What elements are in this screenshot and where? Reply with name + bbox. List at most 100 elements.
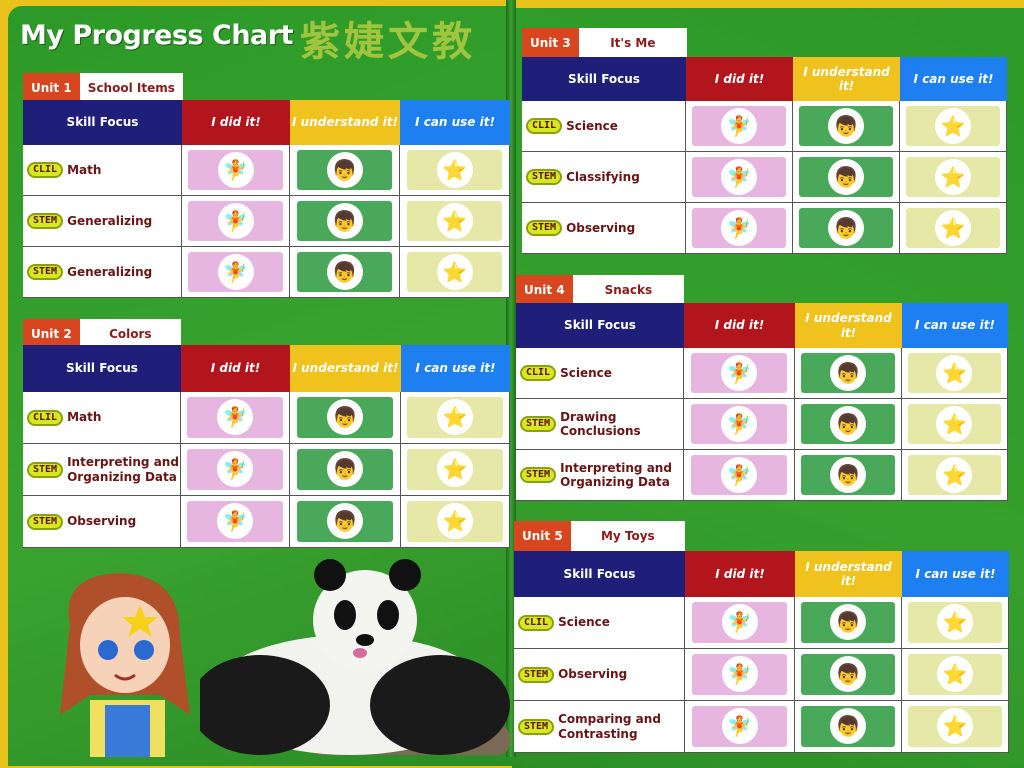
sticker-cell-und[interactable]: 👦 [793, 152, 900, 203]
skill-badge: CLIL [526, 118, 563, 134]
sticker-cell-use[interactable]: ⭐ [400, 196, 510, 247]
sticker-cell-use[interactable]: ⭐ [400, 145, 510, 196]
sticker-cell-use[interactable]: ⭐ [400, 247, 510, 298]
sticker-cell-und[interactable]: 👦 [795, 450, 902, 501]
pilot-sticker-icon: 👦 [827, 210, 864, 246]
sticker-cell-did[interactable]: 🧚 [182, 247, 290, 298]
skill-label: Observing [566, 220, 636, 235]
sticker-cell-use[interactable]: ⭐ [900, 152, 1007, 203]
progress-table: Skill Focus I did it! I understand it! I… [23, 100, 510, 298]
fairy-sticker-icon: 🧚 [720, 108, 757, 144]
unit-number: Unit 2 [23, 319, 80, 349]
sticker-cell-und[interactable]: 👦 [290, 444, 401, 496]
sticker-cell-use[interactable]: ⭐ [401, 392, 510, 444]
pilot-sticker-icon: 👦 [829, 355, 866, 391]
star-sticker-icon: ⭐ [436, 254, 473, 290]
header-skill-focus: Skill Focus [516, 303, 684, 348]
sticker-cell-use[interactable]: ⭐ [401, 444, 510, 496]
skill-label: Math [67, 410, 102, 425]
unit-name: My Toys [570, 521, 685, 551]
skill-label: Science [558, 615, 610, 630]
sticker-cell-use[interactable]: ⭐ [900, 203, 1007, 254]
sticker-cell-und[interactable]: 👦 [795, 399, 902, 450]
sticker-cell-und[interactable]: 👦 [290, 145, 400, 196]
sticker-cell-did[interactable]: 🧚 [686, 152, 793, 203]
unit-name: Snacks [572, 275, 684, 305]
fairy-sticker-icon: 🧚 [720, 210, 757, 246]
skill-cell: STEM Observing [23, 496, 181, 548]
pilot-sticker-icon: 👦 [827, 159, 864, 195]
star-sticker-icon: ⭐ [936, 406, 973, 442]
star-sticker-icon: ⭐ [437, 399, 473, 436]
skill-badge: STEM [518, 666, 555, 683]
sticker-cell-did[interactable]: 🧚 [181, 392, 290, 444]
sticker-cell-und[interactable]: 👦 [795, 597, 902, 649]
sticker-cell-use[interactable]: ⭐ [902, 649, 1009, 701]
sticker-cell-und[interactable]: 👦 [290, 392, 401, 444]
progress-table: Skill Focus I did it! I understand it! I… [514, 551, 1009, 753]
progress-table: Skill Focus I did it! I understand it! I… [522, 57, 1007, 254]
skill-cell: STEM Comparing and Contrasting [514, 701, 685, 753]
sticker-cell-und[interactable]: 👦 [793, 203, 900, 254]
sticker-cell-use[interactable]: ⭐ [902, 348, 1008, 399]
sticker-cell-did[interactable]: 🧚 [684, 399, 795, 450]
unit-number: Unit 5 [514, 521, 571, 551]
skill-cell: STEM Generalizing [23, 196, 182, 247]
header-understand-it: I understand it! [290, 100, 400, 145]
skill-cell: STEM Interpreting and Organizing Data [23, 444, 181, 496]
sticker-cell-use[interactable]: ⭐ [902, 597, 1009, 649]
sticker-cell-use[interactable]: ⭐ [902, 450, 1008, 501]
sticker-cell-und[interactable]: 👦 [290, 196, 400, 247]
header-understand-it: I understand it! [795, 303, 902, 348]
sticker-cell-und[interactable]: 👦 [793, 101, 900, 152]
skill-cell: STEM Interpreting and Organizing Data [516, 450, 684, 501]
skill-label: Classifying [566, 169, 640, 184]
sticker-cell-did[interactable]: 🧚 [684, 348, 795, 399]
sticker-cell-und[interactable]: 👦 [290, 247, 400, 298]
star-sticker-icon: ⭐ [936, 656, 973, 693]
skill-cell: CLIL Math [23, 145, 182, 196]
unit-number: Unit 1 [23, 73, 80, 103]
progress-table: Skill Focus I did it! I understand it! I… [23, 345, 510, 548]
sticker-cell-und[interactable]: 👦 [795, 649, 902, 701]
panda-illustration [200, 559, 510, 755]
sticker-cell-did[interactable]: 🧚 [182, 196, 290, 247]
skill-cell: STEM Observing [522, 203, 686, 254]
sticker-cell-did[interactable]: 🧚 [181, 496, 290, 548]
fairy-sticker-icon: 🧚 [721, 656, 758, 693]
header-skill-focus: Skill Focus [514, 551, 685, 597]
sticker-cell-did[interactable]: 🧚 [685, 701, 795, 753]
sticker-cell-und[interactable]: 👦 [795, 348, 902, 399]
star-sticker-icon: ⭐ [936, 457, 973, 493]
unit-tab: Unit 5 My Toys [514, 521, 685, 551]
sticker-cell-use[interactable]: ⭐ [401, 496, 510, 548]
sticker-cell-und[interactable]: 👦 [290, 496, 401, 548]
sticker-cell-use[interactable]: ⭐ [902, 701, 1009, 753]
watermark: 紫婕文教 [300, 19, 476, 65]
fairy-sticker-icon: 🧚 [217, 203, 254, 239]
pilot-sticker-icon: 👦 [829, 656, 866, 693]
sticker-cell-did[interactable]: 🧚 [181, 444, 290, 496]
sticker-cell-use[interactable]: ⭐ [900, 101, 1007, 152]
sticker-cell-und[interactable]: 👦 [795, 701, 902, 753]
header-can-use-it: I can use it! [902, 303, 1008, 348]
header-can-use-it: I can use it! [400, 100, 510, 145]
sticker-cell-use[interactable]: ⭐ [902, 399, 1008, 450]
fairy-sticker-icon: 🧚 [720, 355, 757, 391]
sticker-cell-did[interactable]: 🧚 [685, 649, 795, 701]
sticker-cell-did[interactable]: 🧚 [685, 597, 795, 649]
fairy-sticker-icon: 🧚 [720, 159, 757, 195]
header-understand-it: I understand it! [795, 551, 902, 597]
sticker-cell-did[interactable]: 🧚 [684, 450, 795, 501]
pilot-sticker-icon: 👦 [326, 451, 363, 488]
header-did-it: I did it! [684, 303, 795, 348]
skill-label: Interpreting and Organizing Data [560, 460, 672, 489]
skill-label: Observing [67, 514, 137, 529]
pilot-sticker-icon: 👦 [326, 152, 363, 188]
sticker-cell-did[interactable]: 🧚 [686, 203, 793, 254]
sticker-cell-did[interactable]: 🧚 [182, 145, 290, 196]
sticker-cell-did[interactable]: 🧚 [686, 101, 793, 152]
girl-illustration [60, 573, 190, 757]
star-sticker-icon: ⭐ [936, 604, 973, 641]
pilot-sticker-icon: 👦 [829, 457, 866, 493]
